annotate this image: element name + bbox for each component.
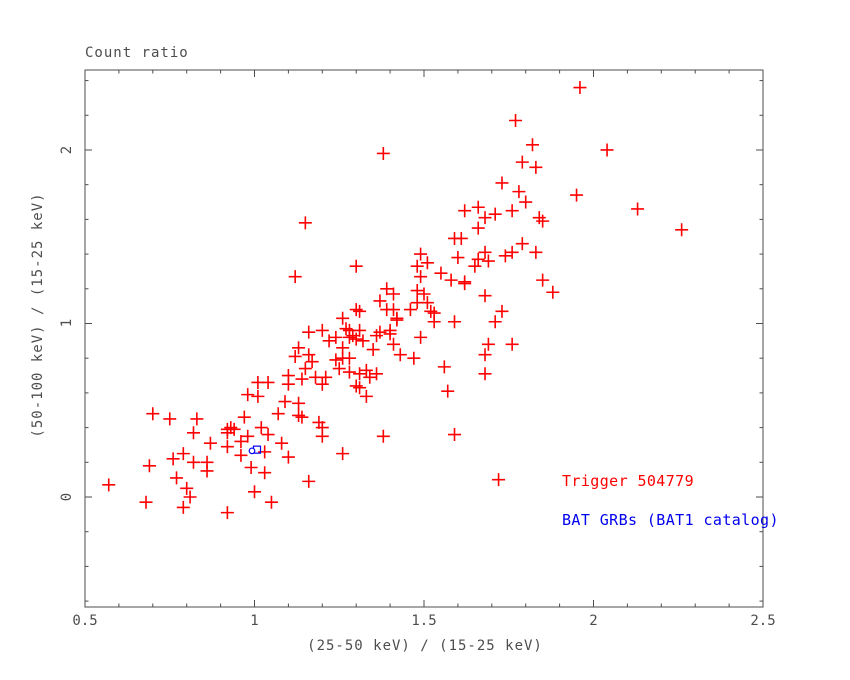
series-blue-trigger-marker [248,445,262,455]
chart-title: Count ratio [85,45,189,61]
legend-line-catalog: BAT GRBs (BAT1 catalog) [562,511,779,529]
y-axis-label: (50-100 keV) / (15-25 keV) [30,192,46,438]
y-tick-label: 0 [59,492,75,502]
series-red-plus-markers [102,81,689,520]
x-tick-label: 2 [589,613,598,629]
y-tick-label: 1 [59,319,75,328]
legend-line-trigger: Trigger 504779 [562,472,695,490]
y-ticks [85,80,763,602]
x-axis-label: (25-50 keV) / (15-25 keV) [307,638,543,654]
x-tick-label: 0.5 [72,613,98,629]
x-tick-label: 1.5 [411,613,437,629]
x-tick-label: 1 [250,613,259,629]
x-tick-label: 2.5 [750,613,776,629]
y-tick-label: 2 [59,145,75,155]
